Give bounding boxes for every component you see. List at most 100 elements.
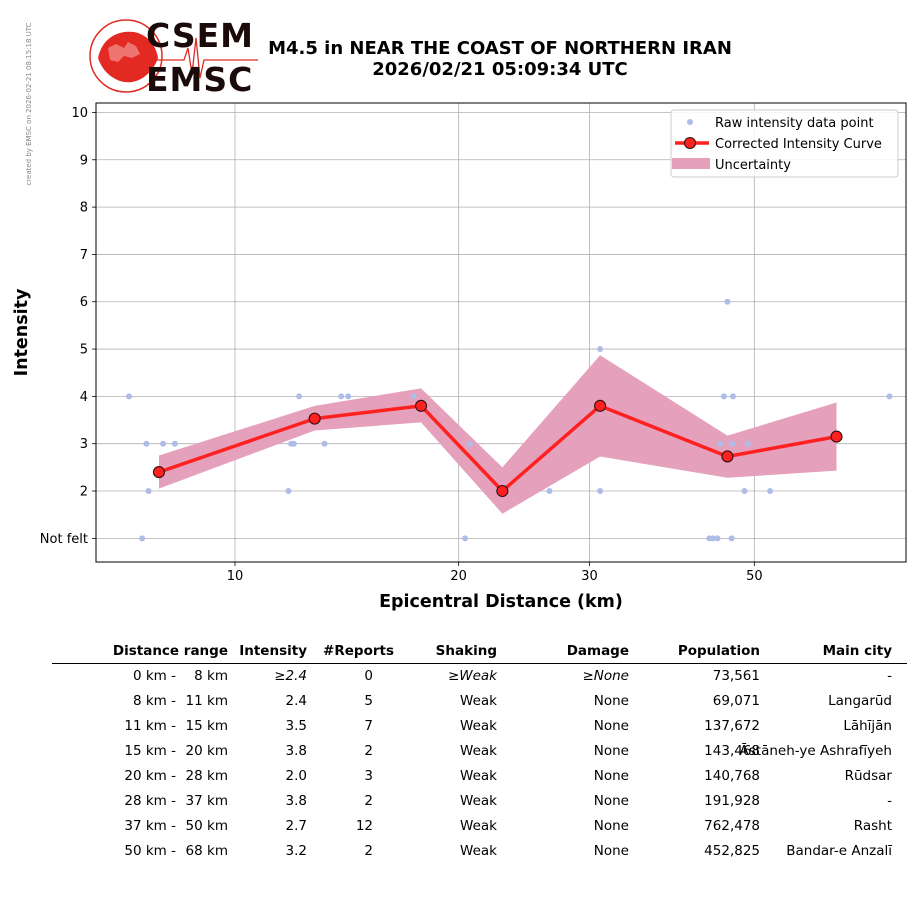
x-tick-label: 10 <box>227 569 244 584</box>
raw-point <box>285 488 292 495</box>
cell-shaking: Weak <box>460 843 497 859</box>
uncertainty-band <box>158 355 837 514</box>
y-axis-label: Intensity <box>12 288 32 376</box>
corrected-marker <box>308 412 321 425</box>
cell-reports: 7 <box>364 718 373 734</box>
cell-city: Āstāneh-ye Ashrafīyeh <box>739 743 892 759</box>
cell-damage: None <box>593 743 629 759</box>
raw-point <box>143 440 150 447</box>
cell-reports: 2 <box>364 743 373 759</box>
table-header-main-city: Main city <box>822 643 892 659</box>
emsc-logo: CSEM EMSC <box>88 16 258 99</box>
corrected-curve <box>152 399 843 498</box>
legend-box <box>670 109 899 178</box>
raw-point <box>729 393 736 400</box>
cell-population: 137,672 <box>704 718 760 734</box>
cell-range-from: 8 km - <box>132 693 176 709</box>
cell-reports: 2 <box>364 793 373 809</box>
table-header-population: Population <box>677 643 760 659</box>
raw-point <box>345 393 352 400</box>
cell-intensity: 2.4 <box>285 693 307 709</box>
y-tick-label: 3 <box>80 437 88 452</box>
table-header-damage: Damage <box>566 643 629 659</box>
raw-point <box>597 346 604 353</box>
cell-population: 191,928 <box>704 793 760 809</box>
raw-point <box>410 393 417 400</box>
cell-population: 69,071 <box>712 693 760 709</box>
corrected-marker <box>415 399 428 412</box>
raw-point <box>767 488 774 495</box>
logo-text-top: CSEM <box>146 16 254 55</box>
raw-point <box>126 393 133 400</box>
cell-damage: None <box>593 793 629 809</box>
x-tick-label: 50 <box>746 569 763 584</box>
cell-population: 143,468 <box>704 743 760 759</box>
raw-point <box>714 535 721 542</box>
raw-point <box>145 488 152 495</box>
cell-reports: 12 <box>355 818 373 834</box>
raw-point <box>744 440 751 447</box>
cell-population: 73,561 <box>712 668 760 684</box>
cell-shaking: ≥Weak <box>447 668 497 684</box>
y-tick-label: 9 <box>80 153 88 168</box>
cell-shaking: Weak <box>460 793 497 809</box>
y-tick-label: 8 <box>80 201 88 216</box>
raw-point <box>321 440 328 447</box>
cell-range-from: 20 km - <box>124 768 176 784</box>
corrected-marker <box>496 484 509 498</box>
cell-intensity: 3.8 <box>285 793 307 809</box>
cell-intensity: ≥2.4 <box>274 668 307 684</box>
cell-range-to: 28 km <box>185 768 228 784</box>
corrected-marker <box>152 466 165 479</box>
chart-legend: Raw intensity data point Corrected Intens… <box>670 109 899 178</box>
cell-range-from: 15 km - <box>124 743 176 759</box>
raw-point <box>171 440 178 447</box>
cell-city: - <box>887 668 892 684</box>
table-header-distance-range: Distance range <box>112 643 228 659</box>
raw-point <box>717 440 724 447</box>
raw-point <box>466 440 473 447</box>
cell-intensity: 3.5 <box>285 718 307 734</box>
y-tick-label: 7 <box>80 248 88 263</box>
cell-range-to: 37 km <box>185 793 228 809</box>
legend-label: Uncertainty <box>715 158 791 173</box>
y-tick-label: 2 <box>80 485 88 500</box>
logo-text-bottom: EMSC <box>146 60 254 99</box>
cell-city: Langarūd <box>828 693 892 709</box>
cell-range-to: 50 km <box>185 818 228 834</box>
cell-city: Bandar-e Anzalī <box>786 843 892 859</box>
cell-reports: 5 <box>364 693 373 709</box>
cell-intensity: 2.0 <box>285 768 307 784</box>
cell-range-to: 15 km <box>185 718 228 734</box>
cell-city: Lāhījān <box>843 718 892 734</box>
cell-range-from: 37 km - <box>124 818 176 834</box>
raw-point <box>296 393 303 400</box>
y-tick-label: 5 <box>80 343 88 358</box>
y-tick-label: 6 <box>80 295 88 310</box>
table-header-reports: #Reports <box>323 643 394 659</box>
corrected-marker <box>830 430 843 443</box>
table-header-intensity: Intensity <box>239 643 307 659</box>
raw-point <box>724 298 731 305</box>
legend-label: Raw intensity data point <box>715 116 874 131</box>
cell-shaking: Weak <box>460 768 497 784</box>
title-line-2: 2026/02/21 05:09:34 UTC <box>372 59 628 80</box>
raw-point <box>139 535 146 542</box>
cell-range-from: 50 km - <box>124 843 176 859</box>
uncertainty-area <box>158 355 837 514</box>
cell-intensity: 2.7 <box>285 818 307 834</box>
raw-point <box>160 440 167 447</box>
table-header-shaking: Shaking <box>435 643 497 659</box>
cell-range-from: 11 km - <box>124 718 176 734</box>
cell-reports: 0 <box>364 668 373 684</box>
legend-swatch-curve-marker <box>683 136 697 150</box>
cell-range-from: 0 km - <box>132 668 176 684</box>
y-tick-label: 4 <box>80 390 88 405</box>
cell-population: 140,768 <box>704 768 760 784</box>
raw-point <box>710 535 717 542</box>
raw-points <box>126 298 893 542</box>
cell-range-to: 68 km <box>185 843 228 859</box>
raw-point <box>720 393 727 400</box>
legend-label: Corrected Intensity Curve <box>715 137 882 152</box>
raw-point <box>729 440 736 447</box>
